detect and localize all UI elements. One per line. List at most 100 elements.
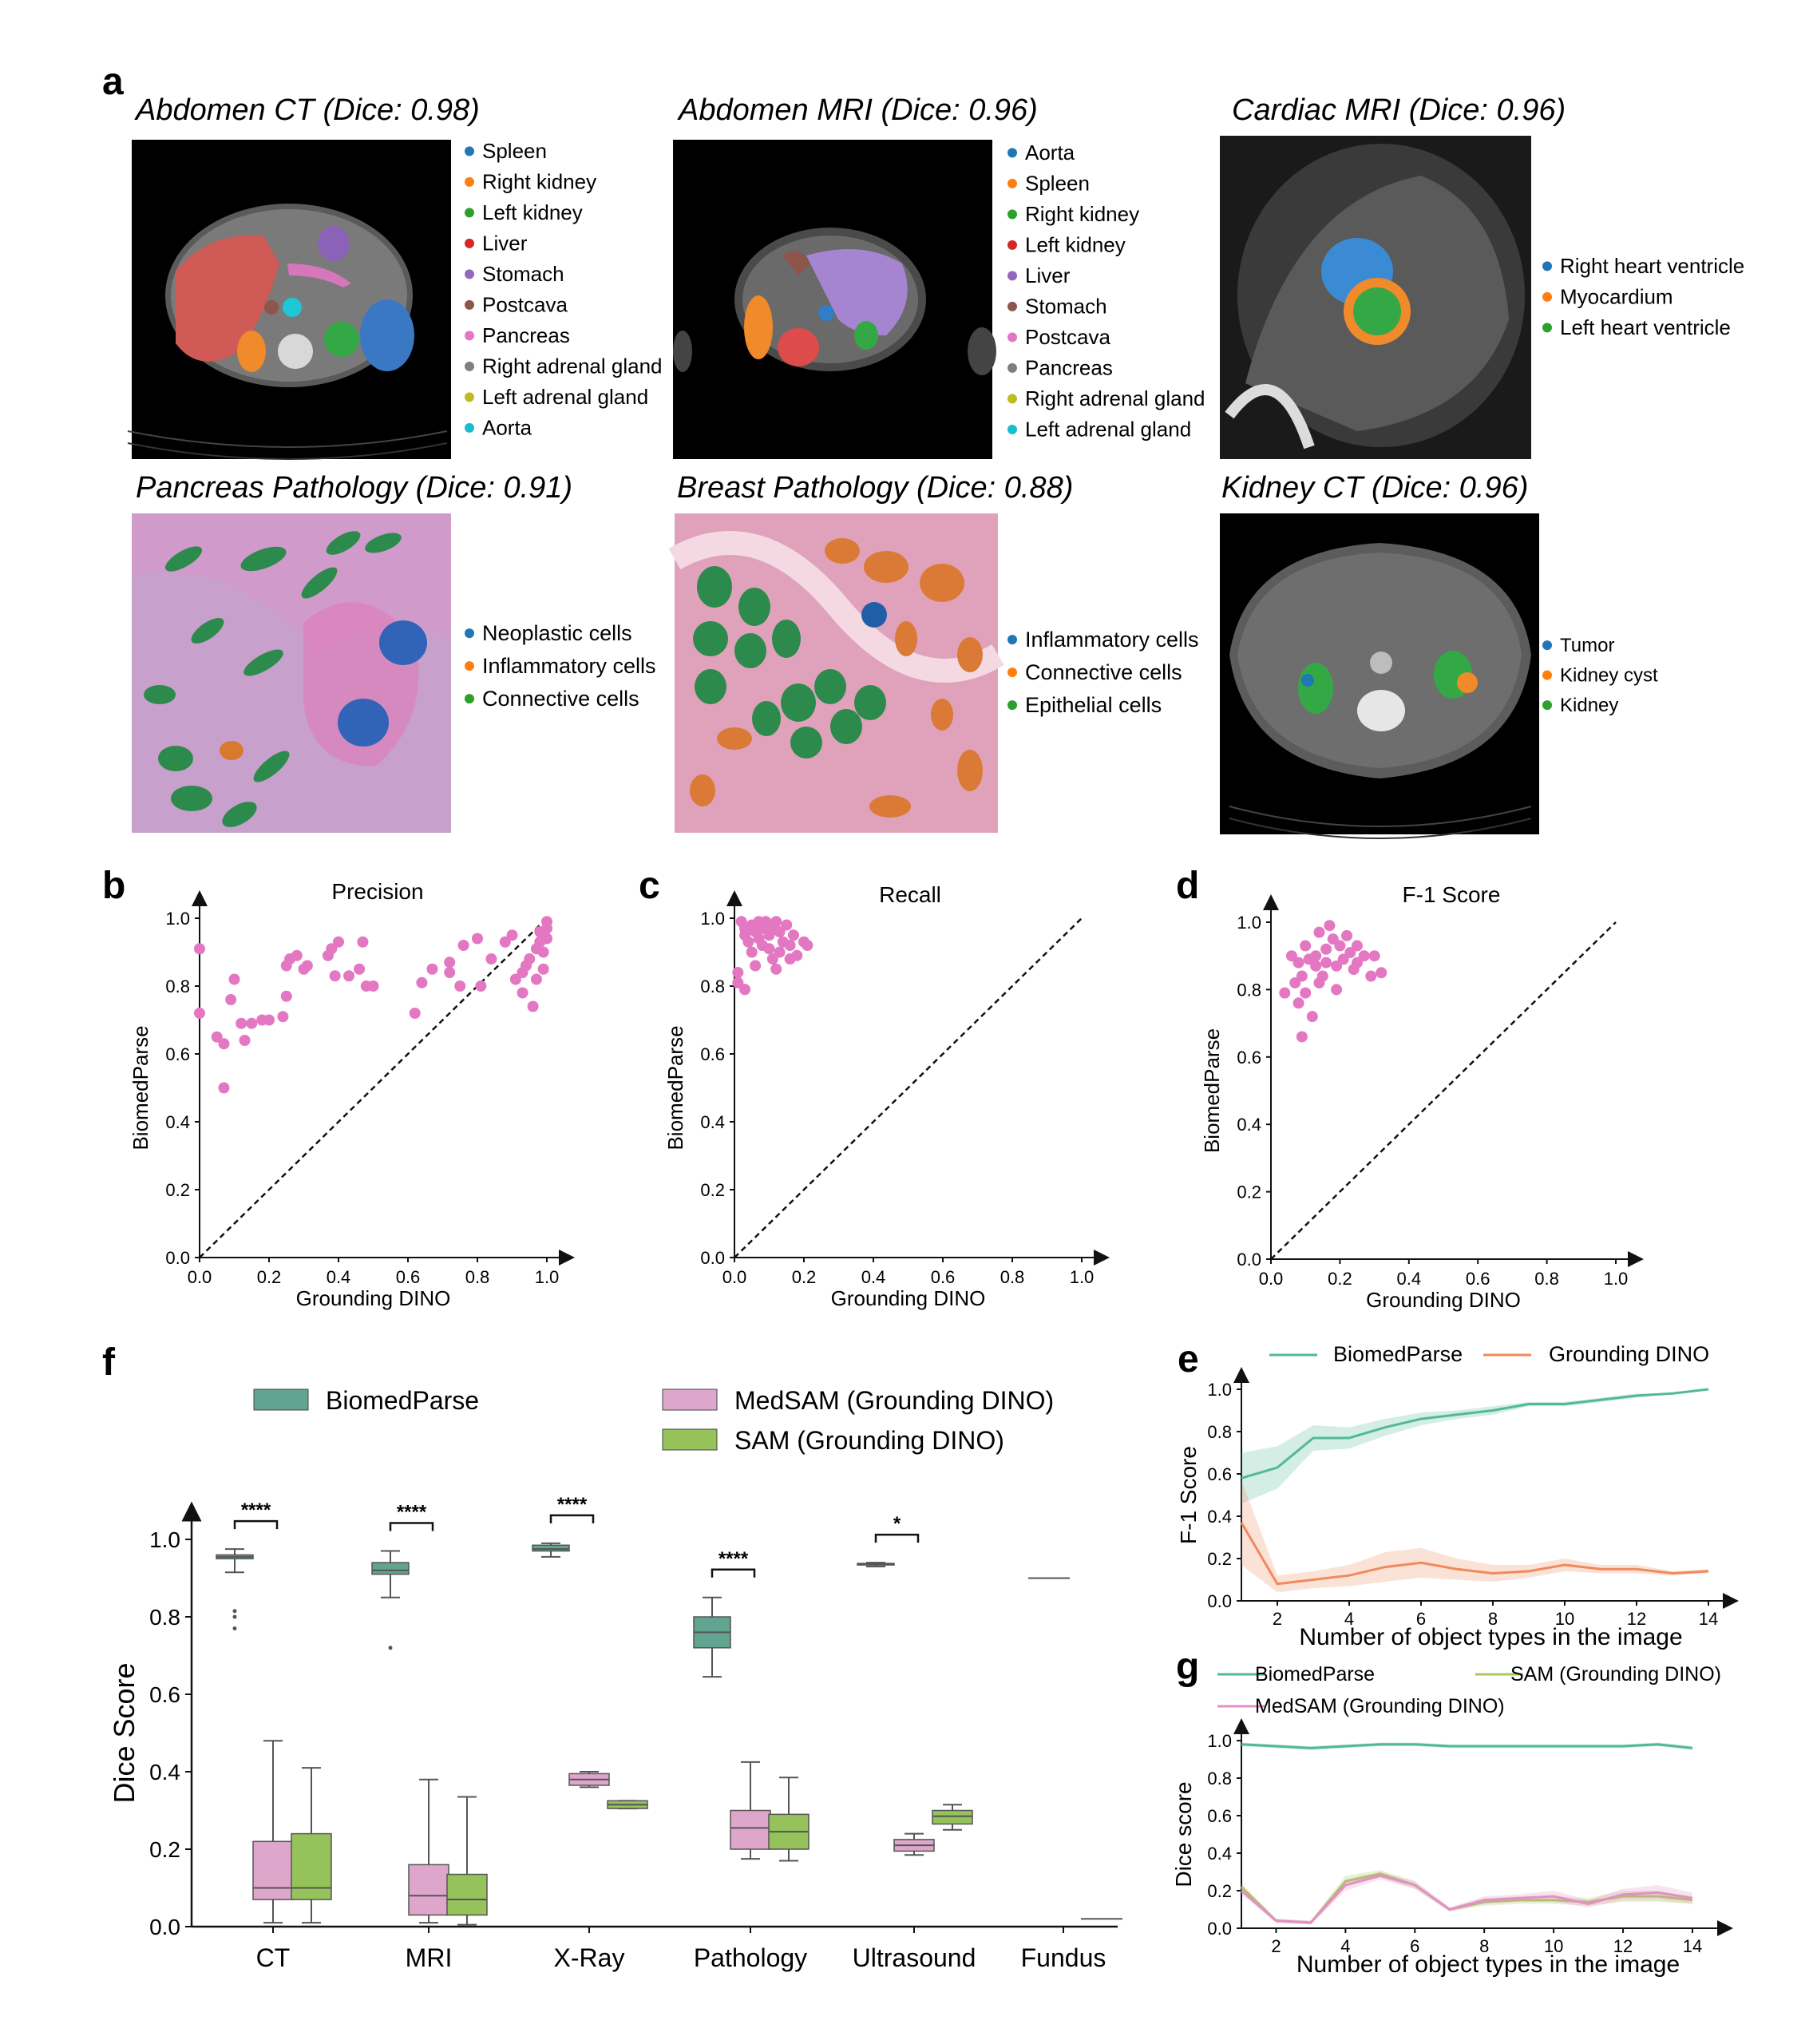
x-tick-label: Pathology	[694, 1943, 807, 1972]
x-tick-label: 0.8	[1000, 1267, 1025, 1287]
legend-label: Pancreas	[1025, 356, 1113, 380]
legend-label: Spleen	[482, 139, 547, 163]
scatter-point	[472, 933, 483, 945]
scatter-point	[1306, 1011, 1318, 1023]
legend-swatch	[662, 1388, 718, 1411]
x-tick-label: 8	[1488, 1609, 1498, 1629]
scatter-point	[194, 1008, 205, 1019]
x-tick-label: 2	[1273, 1609, 1282, 1629]
legend-swatch	[465, 331, 474, 341]
y-tick-label: 0.0	[165, 1248, 190, 1268]
legend-label: SAM (Grounding DINO)	[1510, 1663, 1721, 1686]
scatter-point	[732, 967, 744, 978]
panel-a-legend-4: Inflammatory cells Connective cells Epithe…	[1007, 628, 1199, 717]
series-band	[1241, 1389, 1708, 1504]
box-body	[932, 1809, 973, 1825]
legend-swatch	[465, 146, 474, 156]
panel-a-title-2: Cardiac MRI (Dice: 0.96)	[1232, 93, 1566, 127]
scatter-point	[1376, 967, 1387, 979]
scatter-point	[760, 916, 772, 928]
legend-swatch	[1542, 670, 1552, 680]
legend-swatch	[1007, 271, 1017, 281]
x-tick-label: 0.6	[396, 1267, 421, 1287]
series-line	[1241, 1743, 1693, 1749]
y-tick-label: 0.2	[700, 1180, 725, 1200]
scatter-point	[1331, 960, 1343, 972]
legend-swatch	[1007, 394, 1017, 404]
x-tick-label: 0.0	[722, 1267, 747, 1287]
x-tick-label: 4	[1344, 1609, 1354, 1629]
y-tick-label: 0.6	[700, 1044, 725, 1064]
significance-label: ****	[397, 1502, 427, 1523]
legend-label: Grounding DINO	[1549, 1342, 1709, 1366]
pancreas-pathology-image	[132, 513, 451, 833]
legend-label: Right adrenal gland	[482, 355, 663, 378]
y-tick-label: 0.0	[1207, 1919, 1232, 1939]
legend-swatch	[1542, 700, 1552, 711]
series-line	[1241, 1874, 1693, 1924]
y-tick-label: 0.8	[1237, 980, 1261, 1000]
legend-swatch	[465, 208, 474, 218]
abdomen-mri-image	[673, 140, 996, 459]
scatter-point	[530, 973, 542, 985]
y-tick-label: 0.2	[149, 1837, 180, 1862]
scatter-point	[329, 970, 341, 982]
legend-swatch	[1007, 178, 1017, 188]
scatter-point	[1292, 957, 1304, 969]
legend-label: SAM (Grounding DINO)	[734, 1426, 1004, 1455]
panel-a-item-5: Kidney CT (Dice: 0.96) Tumor Kidney cyst K…	[1220, 471, 1658, 839]
panel-a-legend-3: Neoplastic cells Inflammatory cells Connec…	[465, 621, 656, 711]
x-tick-label: 0.2	[1328, 1269, 1352, 1289]
legend-label: Neoplastic cells	[482, 621, 632, 645]
y-tick-label: 0.0	[1207, 1591, 1232, 1611]
legend-swatch	[1542, 261, 1552, 271]
y-tick-label: 0.0	[149, 1915, 180, 1939]
box-body	[252, 1840, 294, 1900]
box-outlier	[232, 1626, 237, 1631]
x-tick-label: 12	[1613, 1936, 1633, 1956]
legend-swatch	[1007, 332, 1017, 343]
scatter-point	[537, 963, 549, 975]
scatter-point	[343, 970, 355, 982]
scatter-point	[1341, 929, 1353, 941]
x-axis-label: Grounding DINO	[831, 1286, 986, 1310]
panel-a-legend-0: Spleen Right kidney Left kidney Liver Stomac…	[465, 139, 663, 440]
legend-label: Kidney cyst	[1560, 665, 1658, 687]
x-tick-label: 0.4	[1397, 1269, 1422, 1289]
y-axis-label: BiomedParse	[129, 1025, 152, 1150]
scatter-point	[409, 1008, 421, 1019]
y-tick-label: 0.6	[1207, 1464, 1232, 1484]
panel-a-title-5: Kidney CT (Dice: 0.96)	[1221, 471, 1528, 505]
chart-e-f1-by-objects: e 2 4 6 8 10 12 14 0.0 0.2 0.4 0.6 0.8 1.0 Number of o…	[1176, 1338, 1739, 1650]
panel-a-item-3: Pancreas Pathology (Dice: 0.91)	[132, 471, 656, 833]
x-axis-label: Grounding DINO	[1366, 1288, 1521, 1312]
kidney-ct-image	[1220, 513, 1539, 839]
scatter-point	[763, 943, 775, 955]
scatter-point	[787, 929, 799, 941]
y-tick-label: 0.8	[1207, 1422, 1232, 1442]
scatter-point	[527, 1000, 539, 1012]
scatter-point	[280, 990, 292, 1002]
x-axis-label: Number of object types in the image	[1296, 1951, 1680, 1978]
diagonal-reference-line	[1270, 921, 1617, 1260]
scatter-point	[770, 916, 782, 928]
y-tick-label: 0.4	[700, 1112, 725, 1132]
legend-swatch	[1542, 640, 1552, 651]
significance-label: ****	[718, 1548, 749, 1570]
scatter-point	[1331, 984, 1343, 996]
legend-swatch	[465, 392, 474, 402]
chart-title: Recall	[879, 882, 941, 907]
scatter-point	[485, 953, 497, 965]
x-tick-label: 2	[1271, 1936, 1281, 1956]
y-tick-label: 0.6	[1207, 1806, 1232, 1826]
x-tick-label: 1.0	[1070, 1267, 1095, 1287]
panel-a-item-0: Abdomen CT (Dice: 0.98) Spleen Right kidn…	[127, 93, 663, 460]
panel-a-item-2: Cardiac MRI (Dice: 0.96) Right heart ven…	[1220, 93, 1744, 459]
scatter-point	[509, 973, 521, 985]
series-band	[1241, 1872, 1692, 1925]
scatter-point	[1285, 950, 1297, 962]
x-tick-label: 10	[1544, 1936, 1563, 1956]
legend-swatch	[1007, 209, 1017, 220]
y-tick-label: 0.4	[1237, 1115, 1261, 1135]
